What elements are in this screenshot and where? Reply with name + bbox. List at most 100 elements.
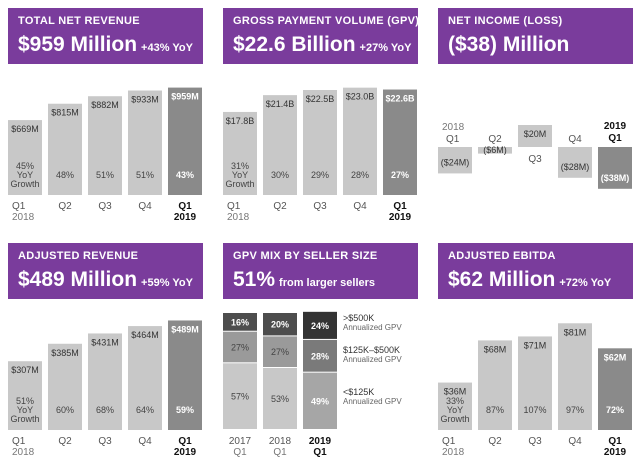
headline-subtext: from larger sellers	[279, 277, 376, 289]
x-tick-year: 2019	[174, 447, 197, 458]
chart-total-net-revenue: $669M45%YoYGrowthQ12018$815M48%Q2$882M51…	[8, 87, 202, 223]
panel-header: NET INCOME (LOSS) ($38) Million	[438, 8, 633, 64]
stack-segment	[263, 313, 297, 336]
growth-label: 51%	[136, 170, 154, 180]
stack-segment	[263, 367, 297, 429]
x-tick-label: Q4	[568, 134, 582, 145]
panel-headline: $489 Million +59% YoY	[18, 268, 193, 292]
bar-value-label: ($24M)	[441, 157, 470, 167]
growth-label: 51%	[16, 396, 34, 406]
segment-value-label: 16%	[231, 317, 249, 327]
x-tick-label: Q2	[58, 436, 72, 447]
panel-headline: $62 Million +72% YoY	[448, 268, 611, 292]
headline-value: $62 Million	[448, 268, 556, 291]
chart-adjusted-revenue: $307M51%YoYGrowthQ12018$385M60%Q2$431M68…	[8, 320, 202, 458]
x-tick-label: Q1	[393, 201, 407, 212]
x-tick-label: Q3	[313, 201, 327, 212]
growth-label: 72%	[606, 405, 624, 415]
bar	[518, 336, 552, 430]
growth-label: 31%	[231, 161, 249, 171]
legend-sublabel: Annualized GPV	[343, 355, 402, 364]
bar	[558, 323, 592, 430]
headline-value: $959 Million	[18, 33, 138, 56]
bar	[478, 147, 512, 154]
x-tick-label: 2019	[309, 436, 332, 447]
bar-value-label: $22.5B	[306, 94, 335, 104]
panel-net-income: NET INCOME (LOSS) ($38) Million ($24M) 20…	[438, 8, 633, 228]
panel-headline: 51% from larger sellers	[233, 268, 375, 292]
bar-value-label: $489M	[171, 324, 199, 334]
bar-value-label: $959M	[171, 92, 199, 102]
panel-header: ADJUSTED EBITDA $62 Million +72% YoY	[438, 243, 633, 299]
bar-value-label: $71M	[524, 340, 547, 350]
x-tick-label: Q4	[138, 201, 152, 212]
bar-value-label: $22.6B	[385, 94, 415, 104]
bar	[518, 125, 552, 147]
x-tick-year: 2019	[604, 121, 627, 132]
bar	[598, 147, 632, 189]
stack-segment	[223, 331, 257, 363]
panel-label: ADJUSTED REVENUE	[18, 250, 139, 262]
panel-headline: $959 Million +43% YoY	[18, 33, 193, 57]
stack-segment	[223, 313, 257, 331]
bar-value-label: $385M	[51, 348, 79, 358]
legend-label: <$125K	[343, 387, 374, 397]
stack-segment	[303, 339, 337, 372]
bar	[48, 103, 82, 195]
bar	[343, 87, 377, 195]
headline-subtext: +27% YoY	[359, 42, 412, 54]
x-tick-label: Q2	[58, 201, 72, 212]
panel-header: GROSS PAYMENT VOLUME (GPV) $22.6 Billion…	[223, 8, 419, 64]
panel-header: GPV MIX BY SELLER SIZE 51% from larger se…	[223, 243, 418, 299]
x-tick-label: Q4	[138, 436, 152, 447]
growth-label: 87%	[486, 405, 504, 415]
segment-value-label: 57%	[231, 392, 249, 402]
growth-caption: YoY	[232, 170, 248, 180]
x-tick-label: 2017	[229, 436, 252, 447]
growth-label: 64%	[136, 405, 154, 415]
segment-value-label: 27%	[271, 347, 289, 357]
bar-value-label: $17.8B	[226, 116, 255, 126]
legend-sublabel: Annualized GPV	[343, 397, 402, 406]
x-tick-label: Q3	[98, 436, 112, 447]
growth-caption: Growth	[440, 414, 469, 424]
panel-adjusted-revenue: ADJUSTED REVENUE $489 Million +59% YoY $3…	[8, 243, 203, 463]
growth-label: 30%	[271, 170, 289, 180]
bar-value-label: ($28M)	[561, 162, 590, 172]
bar-value-label: $431M	[91, 337, 119, 347]
bar	[558, 147, 592, 178]
growth-label: 51%	[96, 170, 114, 180]
growth-label: 43%	[176, 170, 194, 180]
panel-label: TOTAL NET REVENUE	[18, 15, 140, 27]
bar-value-label: $20M	[524, 129, 547, 139]
x-tick-year: 2019	[389, 212, 412, 223]
growth-caption: YoY	[447, 405, 463, 415]
panel-label: GPV MIX BY SELLER SIZE	[233, 250, 378, 262]
bar	[223, 111, 257, 195]
panel-adjusted-ebitda: ADJUSTED EBITDA $62 Million +72% YoY $36M…	[438, 243, 633, 463]
panel-gpv-mix: GPV MIX BY SELLER SIZE 51% from larger se…	[223, 243, 418, 463]
x-tick-label: Q1	[178, 436, 192, 447]
x-tick-label: Q3	[98, 201, 112, 212]
segment-value-label: 49%	[311, 396, 329, 406]
growth-label: 60%	[56, 405, 74, 415]
growth-caption: Growth	[225, 179, 254, 189]
x-tick-year: Q1	[233, 447, 247, 458]
bar-value-label: $882M	[91, 100, 119, 110]
bar-value-label: $21.4B	[266, 99, 295, 109]
x-tick-label: Q3	[528, 436, 542, 447]
bar-value-label: $464M	[131, 330, 159, 340]
x-tick-label: Q2	[488, 134, 502, 145]
x-tick-year: 2018	[227, 212, 250, 223]
x-tick-year: 2018	[12, 447, 35, 458]
bar	[598, 348, 632, 430]
x-tick-label: Q2	[488, 436, 502, 447]
panel-header: TOTAL NET REVENUE $959 Million +43% YoY	[8, 8, 203, 64]
bar	[263, 95, 297, 195]
bar	[128, 90, 162, 195]
bar-value-label: $307M	[11, 365, 39, 375]
growth-label: 59%	[176, 405, 194, 415]
bar	[88, 333, 122, 430]
bar	[8, 361, 42, 430]
